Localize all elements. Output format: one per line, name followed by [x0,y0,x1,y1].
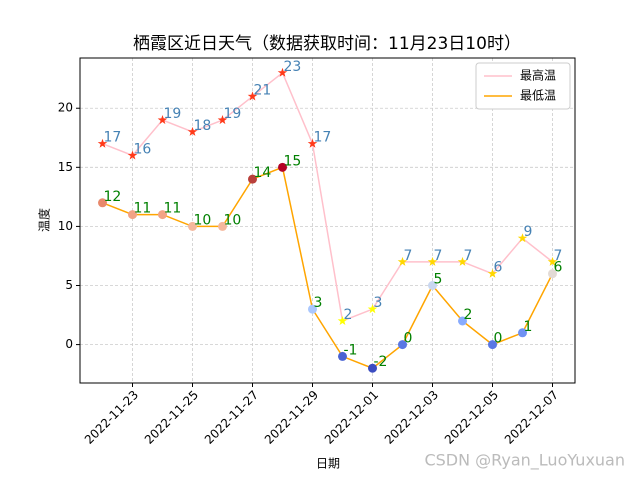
value-label: 3 [314,295,323,311]
y-tick-label: 0 [65,337,73,351]
point-marker [427,256,438,266]
point-marker [547,256,558,266]
value-label: 18 [194,118,212,134]
value-label: 9 [524,224,533,240]
point-marker [127,150,138,160]
value-label: 2 [344,307,353,323]
x-tick-label: 2022-12-07 [502,388,561,447]
point-marker [187,126,198,136]
x-tick-label: 2022-11-23 [82,388,141,447]
watermark: CSDN @Ryan_LuoYuxuan [424,451,625,471]
point-marker [157,115,168,125]
point-marker [98,198,107,208]
point-marker [248,174,257,184]
point-marker [428,281,437,290]
value-label: 2 [464,307,473,323]
point-marker [338,351,347,361]
legend-box [475,62,571,110]
value-label: 19 [224,106,242,122]
legend-label: 最低温 [520,89,556,103]
chart-title: 栖霞区近日天气（数据获取时间：11月23日10时） [133,34,521,54]
point-marker [308,304,317,314]
value-label: 6 [554,260,563,276]
value-label: 7 [464,248,473,264]
value-label: 23 [284,59,302,75]
value-label: -2 [374,354,388,370]
value-label: 6 [494,260,503,276]
point-marker [277,67,288,77]
value-label: 7 [404,248,413,264]
point-marker [457,256,468,266]
point-marker [367,304,378,314]
x-tick-label: 2022-11-29 [262,388,321,447]
series-line [102,166,554,370]
value-label: -1 [344,342,358,358]
value-label: 7 [434,248,443,264]
value-label: 1 [524,319,533,335]
point-marker [488,340,497,350]
value-label: 0 [404,331,413,347]
value-label: 21 [254,82,272,98]
point-marker [337,316,348,325]
point-marker [368,363,377,373]
value-label: 14 [254,165,272,181]
value-label: 7 [554,248,563,264]
value-label: 10 [224,212,242,228]
value-label: 11 [164,201,182,217]
x-tick-label: 2022-11-25 [142,388,201,447]
value-label: 11 [134,201,152,217]
point-marker [458,316,467,326]
point-marker [487,268,498,278]
point-marker [518,328,527,338]
value-label: 10 [194,212,212,228]
point-marker [517,233,528,243]
point-marker [158,210,167,220]
value-label: 15 [284,153,302,169]
point-marker [128,210,137,220]
value-label: 16 [134,142,152,158]
y-tick-label: 5 [65,278,73,292]
x-tick-label: 2022-12-01 [322,388,381,447]
point-marker [397,256,408,266]
point-marker [548,269,557,279]
legend-label: 最高温 [520,68,556,83]
value-label: 5 [434,272,443,288]
plot-frame [79,57,576,384]
point-marker [247,91,258,101]
point-marker [217,115,228,125]
value-label: 17 [314,130,332,146]
value-label: 3 [374,295,383,311]
point-marker [398,340,407,350]
series-line [102,71,553,322]
y-tick-label: 15 [58,160,73,174]
y-tick-label: 10 [58,219,73,233]
point-marker [188,221,197,231]
point-marker [307,138,318,148]
point-marker [218,221,227,231]
y-axis-label: 温度 [37,208,52,232]
point-marker [278,162,287,172]
value-label: 19 [164,106,182,122]
x-axis-label: 日期 [316,457,340,471]
value-label: 17 [104,130,122,146]
y-tick-label: 20 [58,101,73,115]
x-tick-label: 2022-12-05 [442,388,501,447]
x-tick-label: 2022-12-03 [382,388,441,447]
value-label: 12 [104,189,122,205]
x-tick-label: 2022-11-27 [202,388,261,447]
value-label: 0 [494,331,503,347]
point-marker [97,138,108,148]
